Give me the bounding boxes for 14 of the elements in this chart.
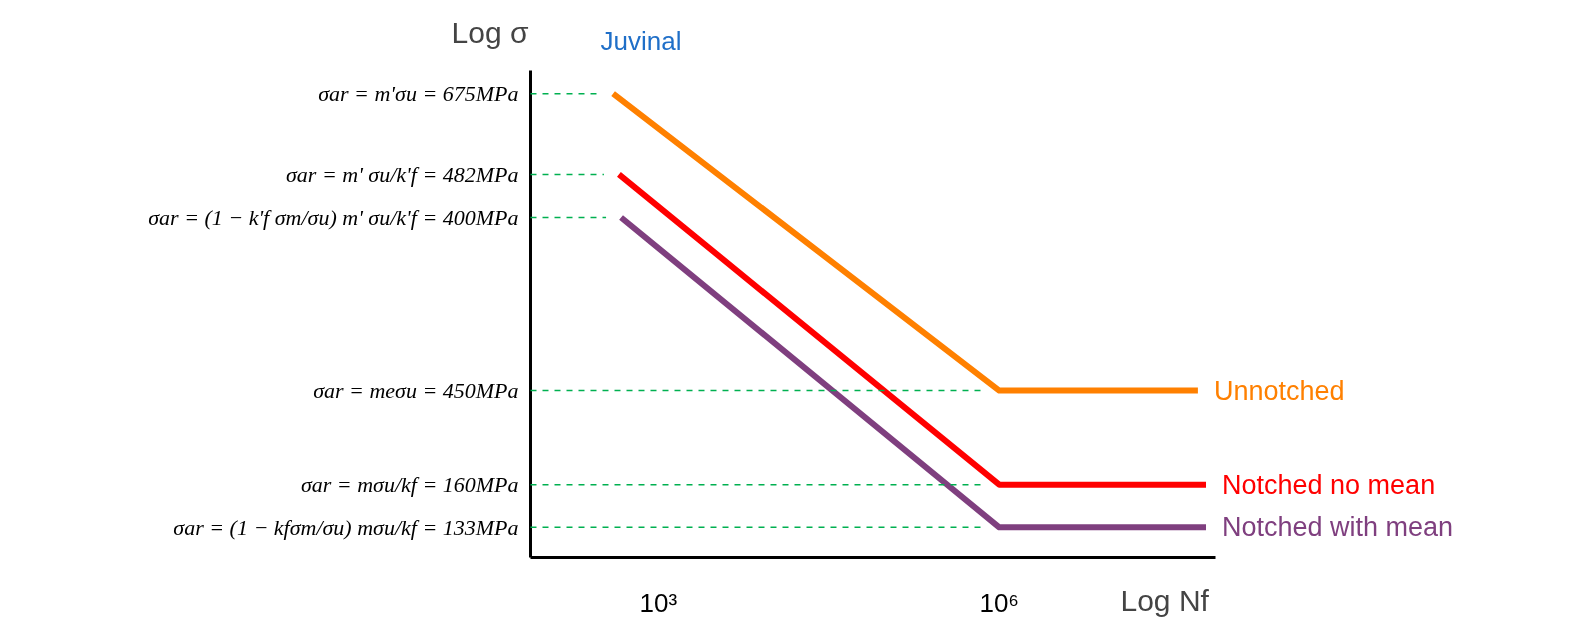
text: σar = (1 − k'f σm/σu) m' σu/k'f = 400MPa	[148, 205, 519, 231]
x-axis-title: Log Nf	[1120, 584, 1210, 617]
x-tick-label: 10³	[639, 587, 678, 618]
series-label: Notched with mean	[1222, 512, 1454, 543]
text: σar = m' σu/k'f = 482MPa	[286, 161, 519, 187]
text: σar = mσu/kf = 160MPa	[300, 472, 519, 498]
series-label: Notched no mean	[1222, 469, 1436, 500]
text: σar = (1 − kfσm/σu) mσu/kf = 133MPa	[173, 514, 519, 540]
text: σar = meσu = 450MPa	[313, 378, 519, 404]
text: σar = m'σu = 675MPa	[318, 81, 519, 107]
x-tick-label: 10⁶	[979, 587, 1020, 618]
chart-title: Juvinal	[600, 25, 682, 56]
y-axis-title: Log σ	[451, 16, 529, 49]
series-label: Unnotched	[1213, 375, 1345, 406]
